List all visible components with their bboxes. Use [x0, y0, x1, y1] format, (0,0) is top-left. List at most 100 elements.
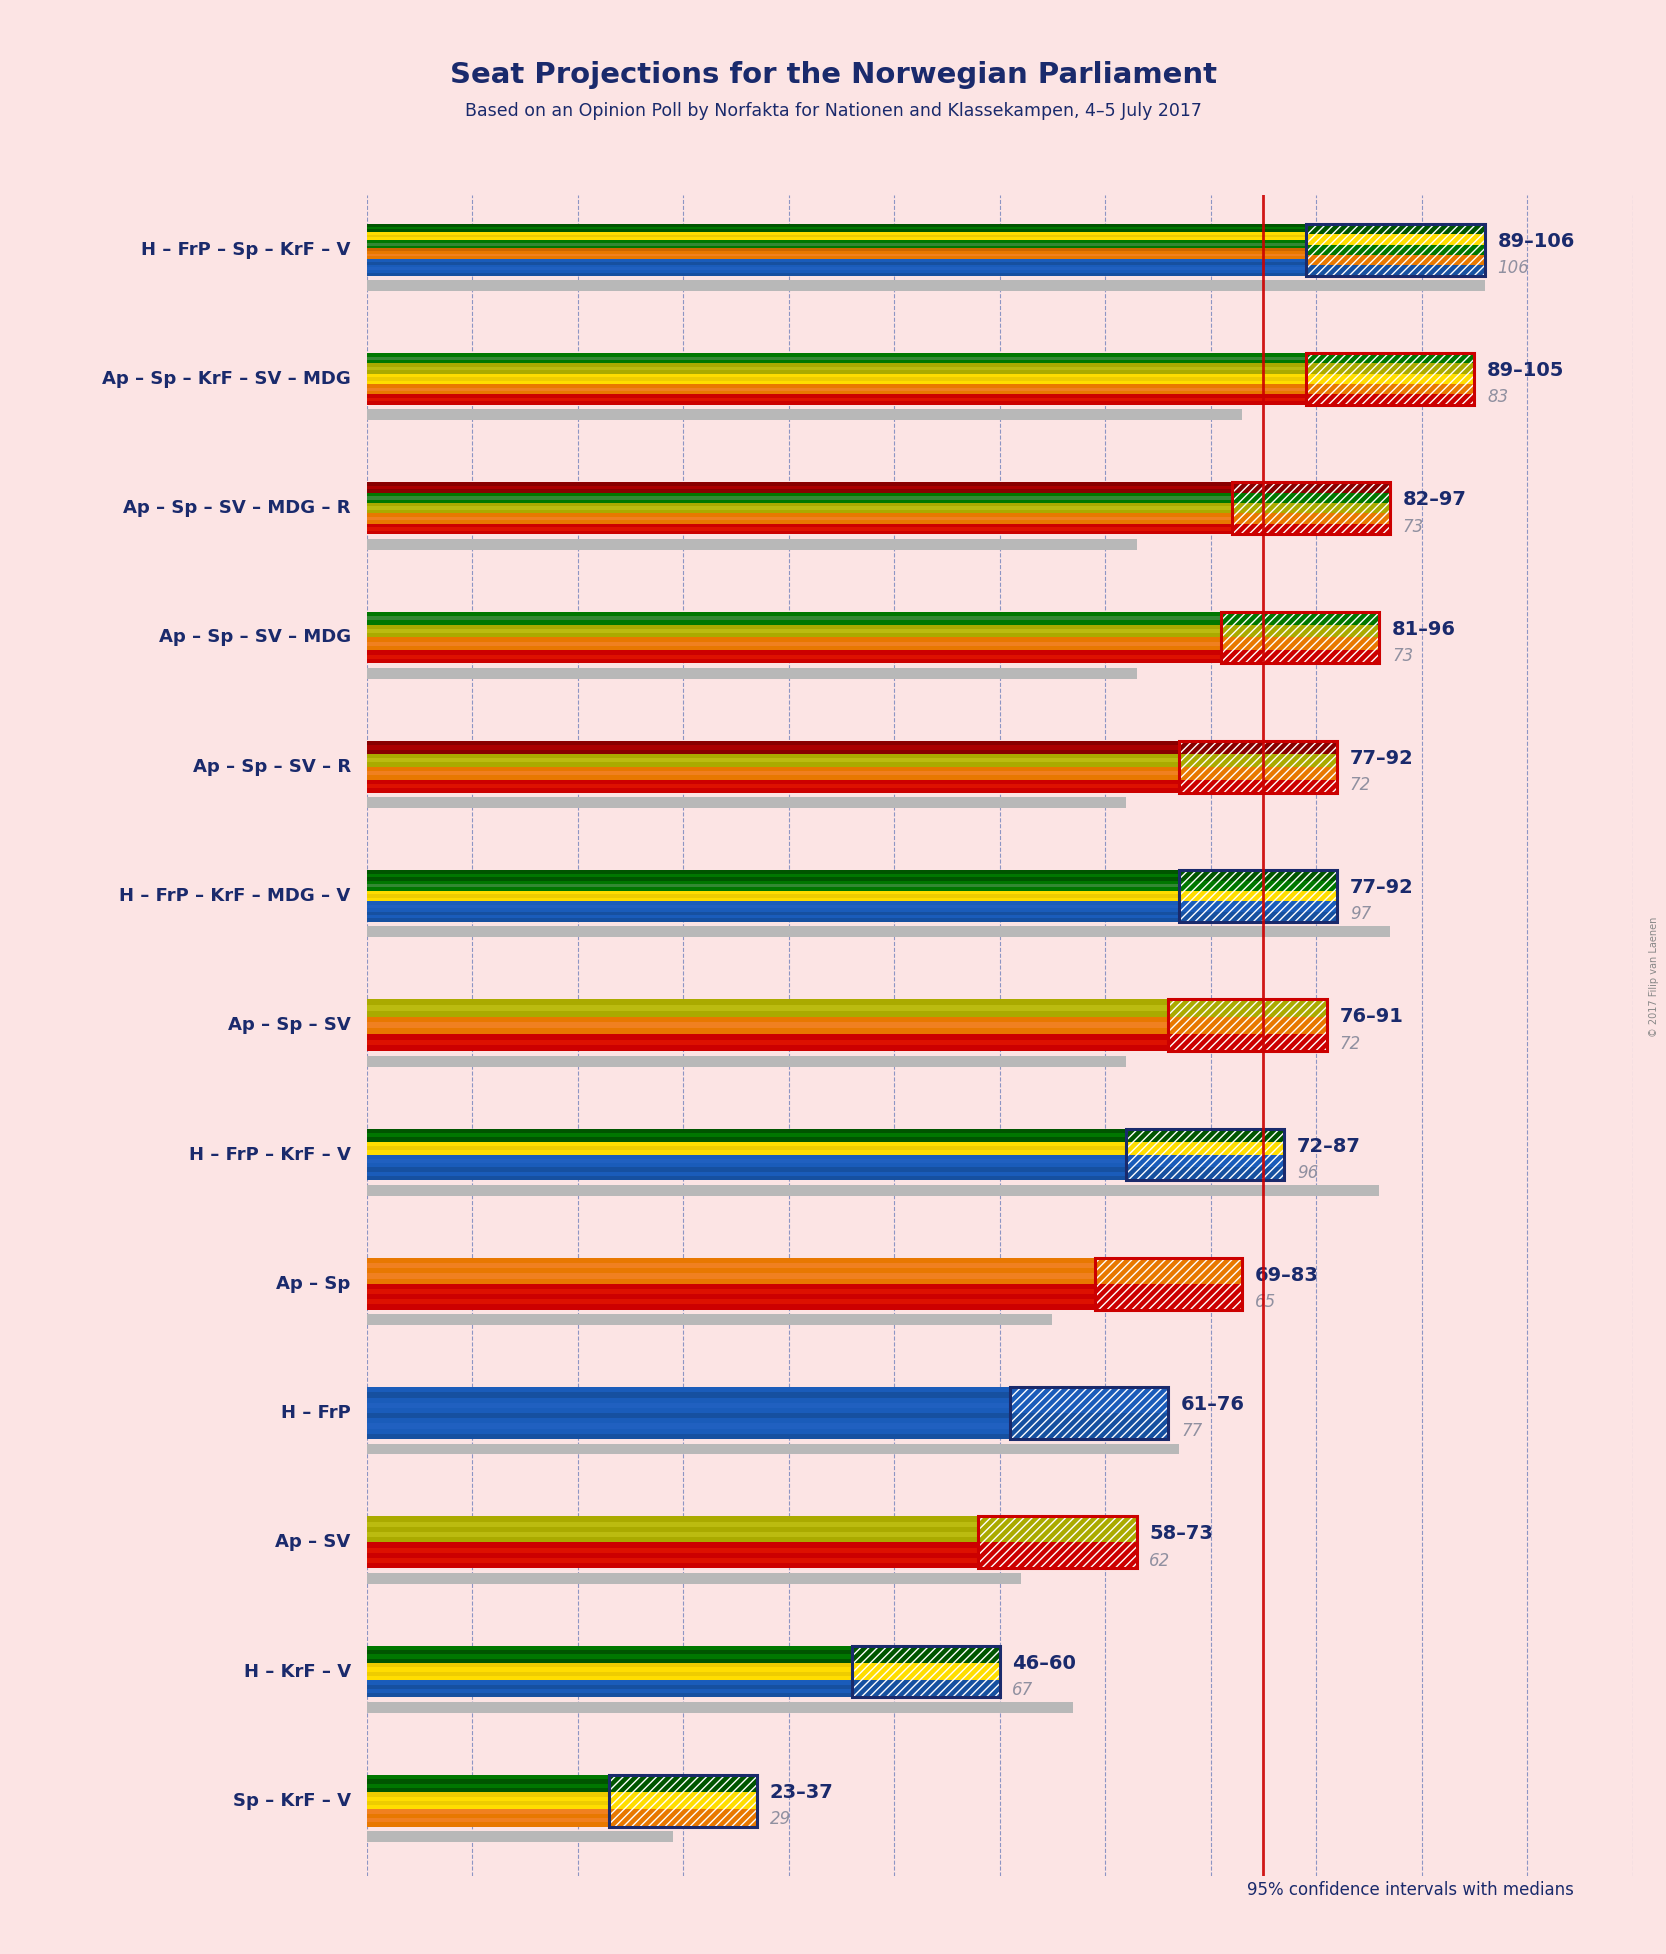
Text: 72–87: 72–87 — [1298, 1137, 1361, 1155]
Bar — [367, 1645, 851, 1649]
Bar — [367, 629, 1221, 633]
Bar — [1306, 234, 1484, 244]
Bar — [1180, 901, 1338, 911]
Bar — [851, 1645, 1000, 1663]
Bar — [1095, 1284, 1243, 1309]
Bar — [367, 496, 1231, 500]
Bar — [367, 1016, 1168, 1022]
Bar — [367, 1784, 610, 1788]
Bar — [1180, 911, 1338, 922]
Bar — [367, 1538, 978, 1542]
Bar — [367, 887, 1180, 891]
Bar — [1231, 483, 1389, 533]
Bar — [367, 914, 1180, 918]
Bar — [1306, 354, 1474, 404]
Bar — [367, 1294, 1095, 1299]
Bar — [367, 787, 1180, 793]
Text: 69–83: 69–83 — [1254, 1266, 1319, 1286]
Bar — [367, 1522, 978, 1526]
Bar — [1180, 911, 1338, 922]
Bar — [367, 399, 1306, 401]
Bar — [367, 1428, 1010, 1434]
Bar — [367, 1516, 978, 1522]
Bar — [367, 233, 1306, 234]
Bar — [367, 668, 1136, 678]
Bar — [367, 1055, 1126, 1067]
Bar — [367, 373, 1306, 377]
Bar — [367, 762, 1180, 766]
Bar — [367, 1413, 1010, 1419]
Bar — [1180, 901, 1338, 911]
Bar — [367, 741, 1180, 744]
Bar — [367, 520, 1231, 524]
Bar — [1306, 385, 1474, 395]
Bar — [367, 510, 1231, 514]
Bar — [367, 279, 1484, 291]
Bar — [367, 1176, 1126, 1180]
Bar — [1221, 612, 1379, 625]
Bar — [367, 270, 1306, 274]
Bar — [1168, 1034, 1326, 1051]
Bar — [1168, 1034, 1326, 1051]
Text: Ap – Sp – SV – MDG: Ap – Sp – SV – MDG — [158, 629, 350, 647]
Bar — [367, 1831, 673, 1843]
Bar — [367, 1677, 851, 1680]
Bar — [1221, 637, 1379, 651]
Bar — [367, 1684, 851, 1688]
Bar — [367, 264, 1306, 268]
Bar — [367, 528, 1231, 531]
Bar — [367, 1167, 1126, 1172]
Bar — [367, 766, 1180, 772]
Bar — [367, 268, 1306, 270]
Text: 67: 67 — [1013, 1680, 1033, 1698]
Bar — [367, 1129, 1126, 1133]
Bar — [1231, 514, 1389, 524]
Bar — [1306, 225, 1484, 276]
Bar — [1306, 385, 1474, 395]
Bar — [1231, 492, 1389, 502]
Text: 46–60: 46–60 — [1013, 1653, 1076, 1673]
Bar — [1180, 870, 1338, 881]
Bar — [1010, 1413, 1168, 1438]
Bar — [367, 410, 1243, 420]
Bar — [367, 1010, 1168, 1016]
Bar — [978, 1542, 1136, 1569]
Text: 72: 72 — [1349, 776, 1371, 793]
Bar — [367, 1563, 978, 1569]
Bar — [1306, 234, 1484, 244]
Bar — [1306, 354, 1474, 363]
Bar — [367, 998, 1168, 1004]
Bar — [367, 895, 1180, 897]
Bar — [367, 367, 1306, 371]
Bar — [367, 655, 1221, 658]
Bar — [367, 1694, 851, 1698]
Bar — [1306, 373, 1474, 385]
Bar — [1095, 1258, 1243, 1284]
Bar — [1126, 1141, 1284, 1155]
Bar — [1010, 1387, 1168, 1413]
Text: 95% confidence intervals with medians: 95% confidence intervals with medians — [1248, 1882, 1574, 1899]
Bar — [1126, 1167, 1284, 1180]
Text: H – KrF – V: H – KrF – V — [243, 1663, 350, 1680]
Bar — [1306, 395, 1474, 404]
Bar — [1231, 492, 1389, 502]
Bar — [367, 387, 1306, 391]
Bar — [367, 1663, 851, 1667]
Text: Ap – Sp – KrF – SV – MDG: Ap – Sp – KrF – SV – MDG — [102, 369, 350, 389]
Bar — [367, 1004, 1168, 1010]
Bar — [851, 1663, 1000, 1680]
Bar — [367, 256, 1306, 260]
Bar — [367, 911, 1180, 914]
Bar — [1221, 612, 1379, 662]
Bar — [367, 797, 1126, 809]
Bar — [367, 612, 1221, 616]
Bar — [1306, 363, 1474, 373]
Bar — [1180, 881, 1338, 891]
Bar — [367, 238, 1306, 240]
Bar — [978, 1516, 1136, 1542]
Bar — [367, 1792, 610, 1796]
Bar — [1126, 1167, 1284, 1180]
Text: 29: 29 — [770, 1809, 791, 1829]
Bar — [367, 750, 1180, 754]
Bar — [367, 1278, 1095, 1284]
